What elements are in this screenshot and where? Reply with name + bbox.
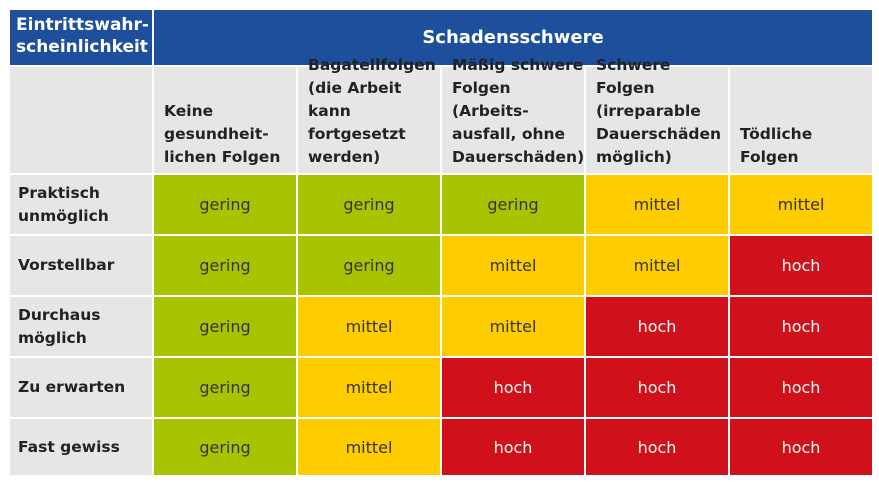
risk-cell: mittel (730, 175, 872, 234)
risk-cell: gering (154, 236, 296, 295)
risk-cell: mittel (298, 419, 440, 475)
column-header-minor-effects: Bagatellfolgen (die Arbeit kann fortgese… (298, 56, 440, 173)
risk-matrix: Eintrittswahr- scheinlichkeit Schadenssc… (10, 10, 872, 475)
risk-cell: hoch (442, 419, 584, 475)
risk-cell: gering (154, 175, 296, 234)
risk-cell: gering (154, 419, 296, 475)
row-label: Durchaus möglich (10, 297, 152, 356)
severity-header: Schadensschwere (154, 10, 872, 65)
risk-cell: hoch (730, 358, 872, 417)
column-header-no-health-effects: Keine gesundheit- lichen Folgen (154, 67, 296, 173)
row-label: Praktisch unmöglich (10, 175, 152, 234)
risk-cell: mittel (298, 358, 440, 417)
risk-cell: gering (154, 358, 296, 417)
corner-label: Eintrittswahr- scheinlichkeit (10, 10, 152, 65)
risk-cell: mittel (586, 236, 728, 295)
risk-cell: hoch (586, 297, 728, 356)
risk-cell: hoch (730, 236, 872, 295)
risk-cell: mittel (586, 175, 728, 234)
column-header-blank (10, 67, 152, 173)
row-label: Fast gewiss (10, 419, 152, 475)
risk-cell: mittel (442, 297, 584, 356)
risk-cell: mittel (298, 297, 440, 356)
risk-cell: gering (442, 175, 584, 234)
row-label: Vorstellbar (10, 236, 152, 295)
risk-cell: hoch (730, 297, 872, 356)
risk-cell: hoch (442, 358, 584, 417)
risk-cell: hoch (586, 358, 728, 417)
risk-cell: gering (298, 236, 440, 295)
row-label: Zu erwarten (10, 358, 152, 417)
column-header-moderate-effects: Mäßig schwere Folgen (Arbeits- ausfall, … (442, 56, 584, 173)
risk-cell: hoch (730, 419, 872, 475)
column-header-fatal-effects: Tödliche Folgen (730, 67, 872, 173)
risk-cell: hoch (586, 419, 728, 475)
risk-cell: gering (298, 175, 440, 234)
risk-cell: mittel (442, 236, 584, 295)
column-header-severe-effects: Schwere Folgen (irreparable Dauerschäden… (586, 56, 728, 173)
risk-cell: gering (154, 297, 296, 356)
